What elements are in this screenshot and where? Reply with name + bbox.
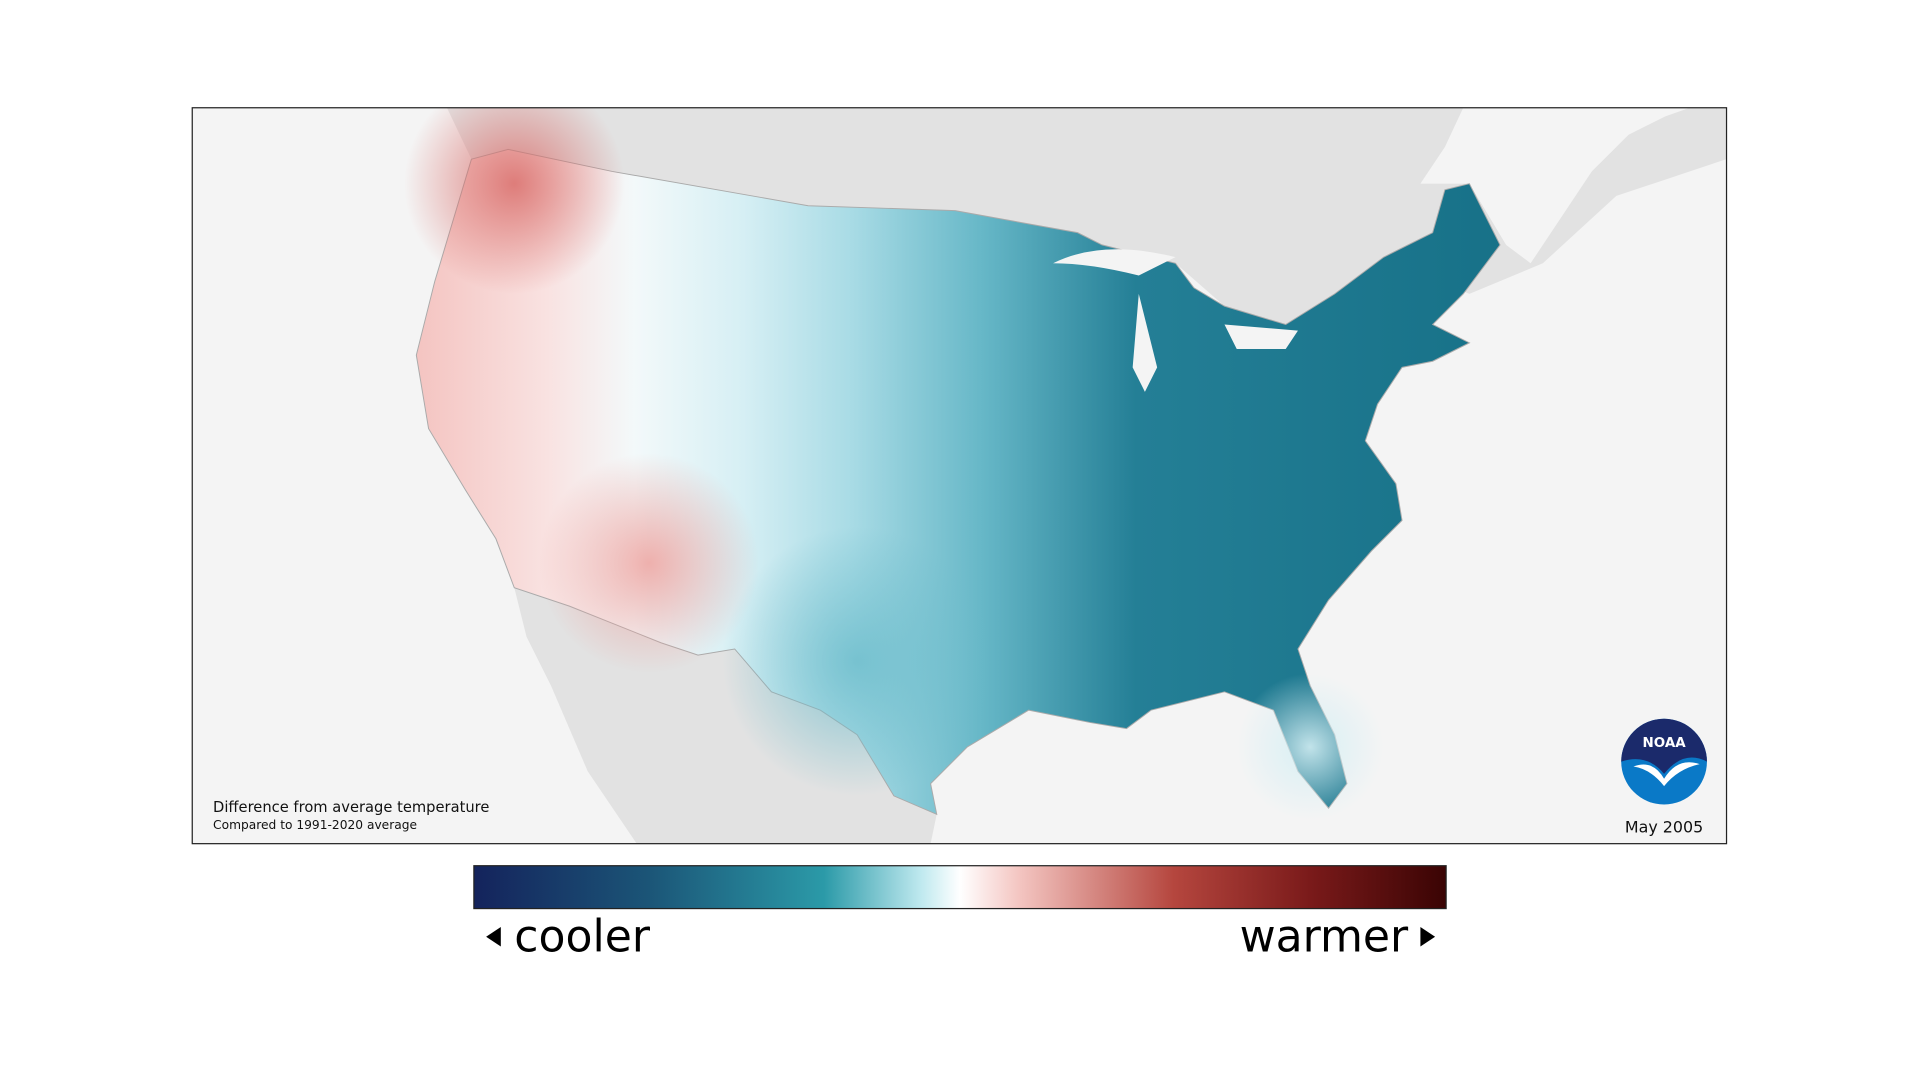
logo-sky [1621,718,1707,774]
logo-text: NOAA [1642,736,1686,751]
noaa-logo: NOAA [1621,718,1707,805]
map-date: May 2005 [1625,818,1703,837]
legend-high-label: warmer [1240,911,1409,962]
anomaly-overlays [404,107,1384,821]
warmer-arrow [1420,926,1436,947]
map-subcaption: Compared to 1991-2020 average [213,818,417,832]
map-frame [191,107,1728,845]
legend-low-label: cooler [514,911,651,962]
warm-anomaly [404,107,625,294]
cool-anomaly [722,526,992,796]
cooler-arrow [486,926,501,947]
mild-anomaly [1236,673,1384,821]
map-layer [404,107,1727,844]
map-caption: Difference from average temperature [213,799,489,816]
logo-bird [1633,762,1700,787]
warm-anomaly [538,453,760,674]
canada-land [446,107,1727,325]
color-scale-bar [473,865,1447,910]
great-lakes [1053,249,1298,392]
